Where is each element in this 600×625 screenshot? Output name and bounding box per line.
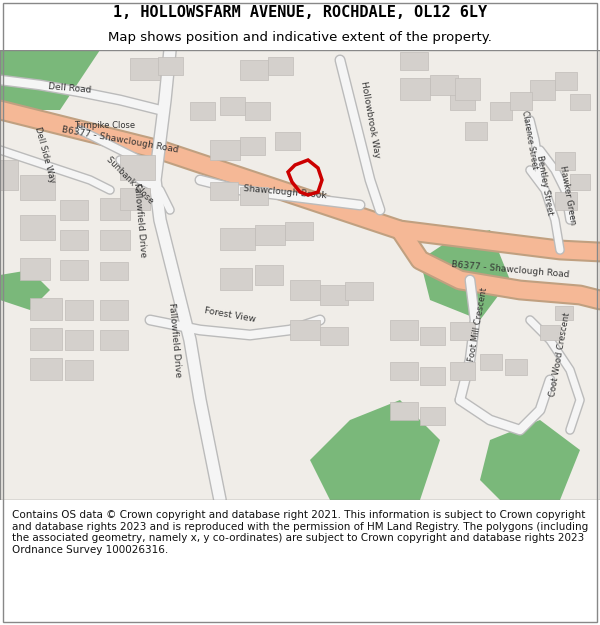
Polygon shape: [310, 400, 440, 500]
Bar: [65, 330, 93, 350]
Bar: [555, 72, 577, 90]
Bar: [275, 132, 300, 150]
Text: Fallowfield Drive: Fallowfield Drive: [132, 182, 148, 258]
Bar: [130, 58, 160, 80]
Bar: [268, 57, 293, 75]
Bar: [290, 280, 320, 300]
Text: Forest View: Forest View: [203, 306, 256, 324]
Bar: [480, 354, 502, 370]
Bar: [220, 268, 252, 290]
Bar: [240, 137, 265, 155]
Bar: [190, 102, 215, 120]
Bar: [240, 60, 268, 80]
Bar: [255, 225, 285, 245]
Text: Shawclough Brook: Shawclough Brook: [243, 184, 327, 200]
Polygon shape: [0, 50, 100, 110]
Text: Clarence Street: Clarence Street: [520, 110, 539, 170]
Bar: [65, 300, 93, 320]
Text: B6377 - Shawclough Road: B6377 - Shawclough Road: [61, 125, 179, 155]
Bar: [20, 258, 50, 280]
Text: Map shows position and indicative extent of the property.: Map shows position and indicative extent…: [108, 31, 492, 44]
Text: Dell Side Way: Dell Side Way: [33, 126, 57, 184]
Bar: [100, 262, 128, 280]
Bar: [285, 222, 313, 240]
Bar: [505, 359, 527, 375]
Bar: [240, 187, 268, 205]
Bar: [158, 57, 183, 75]
Bar: [65, 360, 93, 380]
Bar: [430, 75, 458, 95]
Text: Contains OS data © Crown copyright and database right 2021. This information is : Contains OS data © Crown copyright and d…: [12, 510, 588, 555]
Bar: [20, 175, 55, 200]
Bar: [245, 102, 270, 120]
Bar: [210, 140, 240, 160]
Bar: [450, 322, 475, 340]
Bar: [390, 402, 418, 420]
Bar: [555, 152, 575, 170]
Bar: [465, 122, 487, 140]
Bar: [420, 367, 445, 385]
Bar: [320, 285, 348, 305]
Polygon shape: [480, 420, 580, 500]
Text: Sunbank Close: Sunbank Close: [105, 155, 155, 205]
Bar: [555, 306, 573, 320]
Polygon shape: [0, 270, 50, 310]
Bar: [420, 327, 445, 345]
Text: Dell Road: Dell Road: [48, 82, 92, 94]
Bar: [400, 52, 428, 70]
Bar: [540, 325, 560, 340]
Text: Coot Wood Crescent: Coot Wood Crescent: [548, 312, 572, 398]
Text: Foot Mill Crescent: Foot Mill Crescent: [467, 288, 489, 362]
Bar: [210, 182, 238, 200]
Bar: [60, 200, 88, 220]
Bar: [30, 328, 62, 350]
Bar: [510, 92, 532, 110]
Bar: [450, 90, 475, 110]
Bar: [60, 260, 88, 280]
Bar: [290, 320, 320, 340]
Polygon shape: [420, 230, 510, 320]
Bar: [220, 228, 255, 250]
Bar: [30, 298, 62, 320]
Text: Turnpike Close: Turnpike Close: [74, 121, 136, 129]
Bar: [490, 102, 512, 120]
Bar: [0, 160, 18, 190]
Bar: [60, 230, 88, 250]
Bar: [570, 174, 590, 190]
Bar: [555, 192, 577, 210]
Bar: [345, 282, 373, 300]
Bar: [450, 362, 475, 380]
Bar: [220, 97, 245, 115]
Bar: [390, 320, 418, 340]
Bar: [30, 358, 62, 380]
Text: Bentley Street: Bentley Street: [535, 154, 554, 216]
Bar: [320, 327, 348, 345]
Bar: [20, 215, 55, 240]
Text: 1, HOLLOWSFARM AVENUE, ROCHDALE, OL12 6LY: 1, HOLLOWSFARM AVENUE, ROCHDALE, OL12 6L…: [113, 5, 487, 20]
Bar: [100, 300, 128, 320]
Text: Hawker Green: Hawker Green: [559, 164, 578, 226]
Bar: [100, 198, 130, 220]
Bar: [390, 362, 418, 380]
Bar: [420, 407, 445, 425]
Bar: [120, 188, 150, 210]
Bar: [455, 78, 480, 100]
Bar: [400, 78, 430, 100]
Bar: [255, 265, 283, 285]
Bar: [100, 330, 128, 350]
Text: Fallowfield Drive: Fallowfield Drive: [167, 302, 183, 378]
Text: B6377 - Shawclough Road: B6377 - Shawclough Road: [451, 261, 569, 279]
Bar: [100, 230, 130, 250]
Bar: [120, 155, 155, 180]
Bar: [570, 94, 590, 110]
Text: Hollowbrook Way: Hollowbrook Way: [359, 81, 381, 159]
Bar: [530, 80, 555, 100]
